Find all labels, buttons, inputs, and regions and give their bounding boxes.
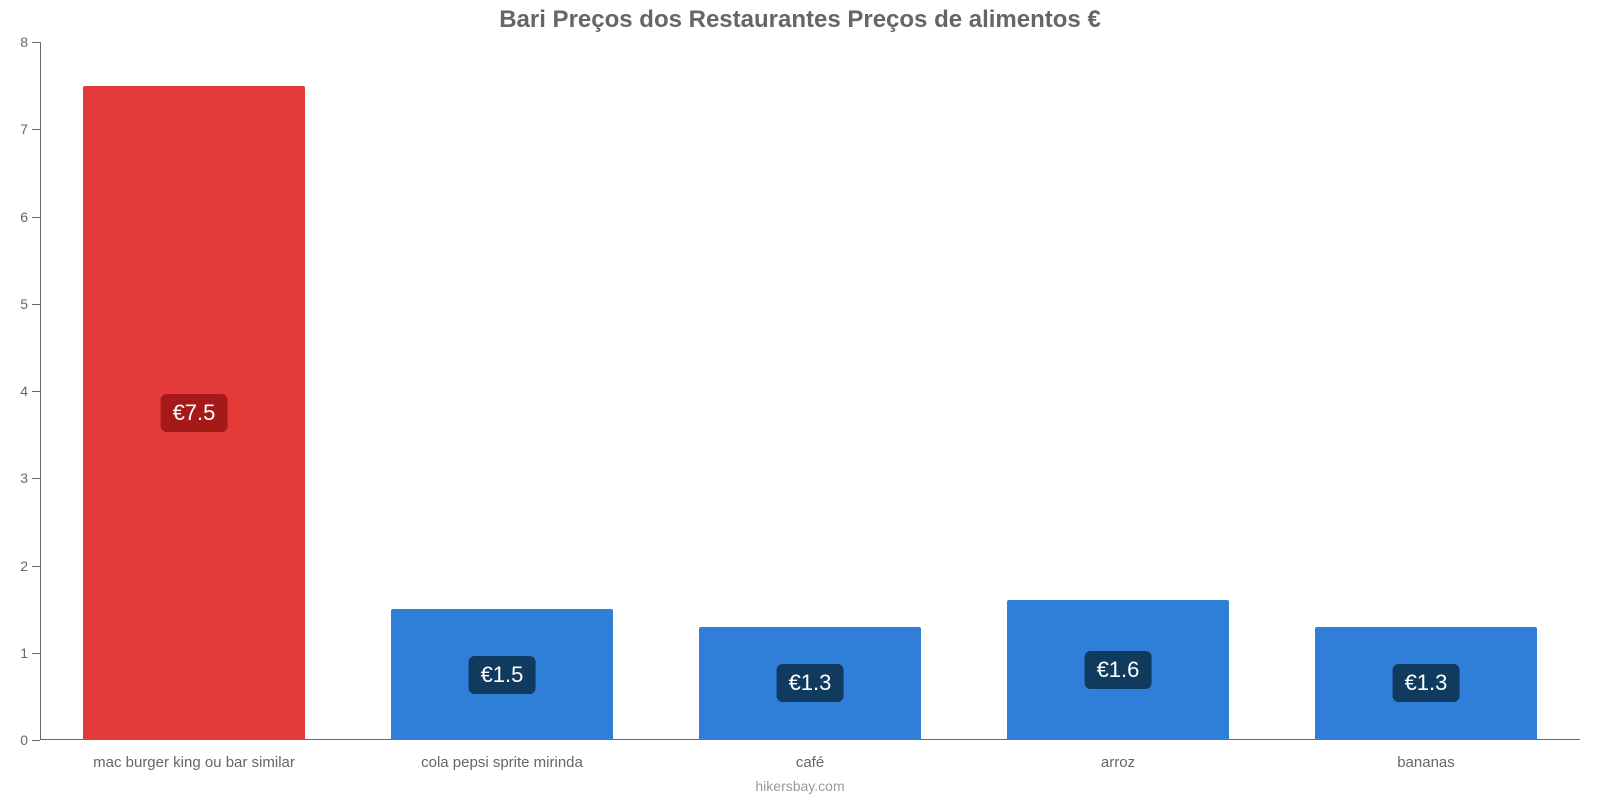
bar: €1.3 <box>1315 627 1537 740</box>
plot-area: 012345678€7.5mac burger king ou bar simi… <box>40 42 1580 740</box>
y-tick-label: 1 <box>20 645 28 661</box>
bar-value-label: €7.5 <box>161 394 228 432</box>
bar: €1.5 <box>391 609 613 740</box>
bar-value-label: €1.3 <box>1393 664 1460 702</box>
y-tick <box>32 129 40 130</box>
y-tick-label: 6 <box>20 209 28 225</box>
y-tick-label: 4 <box>20 383 28 399</box>
y-tick <box>32 566 40 567</box>
x-category-label: bananas <box>1397 754 1455 771</box>
y-tick <box>32 42 40 43</box>
y-tick <box>32 217 40 218</box>
y-tick-label: 3 <box>20 470 28 486</box>
y-tick-label: 8 <box>20 34 28 50</box>
y-axis <box>40 42 41 740</box>
y-tick <box>32 478 40 479</box>
y-tick-label: 7 <box>20 121 28 137</box>
y-tick <box>32 391 40 392</box>
bar-value-label: €1.6 <box>1085 651 1152 689</box>
y-tick-label: 0 <box>20 732 28 748</box>
bar: €7.5 <box>83 86 305 740</box>
y-tick-label: 5 <box>20 296 28 312</box>
y-tick <box>32 653 40 654</box>
x-category-label: café <box>796 754 824 771</box>
chart-container: Bari Preços dos Restaurantes Preços de a… <box>0 0 1600 800</box>
chart-footer: hikersbay.com <box>0 778 1600 794</box>
x-category-label: arroz <box>1101 754 1135 771</box>
y-tick <box>32 304 40 305</box>
y-tick-label: 2 <box>20 558 28 574</box>
x-category-label: cola pepsi sprite mirinda <box>421 754 583 771</box>
bar: €1.6 <box>1007 600 1229 740</box>
y-tick <box>32 740 40 741</box>
bar-value-label: €1.3 <box>777 664 844 702</box>
bar: €1.3 <box>699 627 921 740</box>
bar-value-label: €1.5 <box>469 656 536 694</box>
x-category-label: mac burger king ou bar similar <box>93 754 295 771</box>
chart-title: Bari Preços dos Restaurantes Preços de a… <box>0 6 1600 34</box>
